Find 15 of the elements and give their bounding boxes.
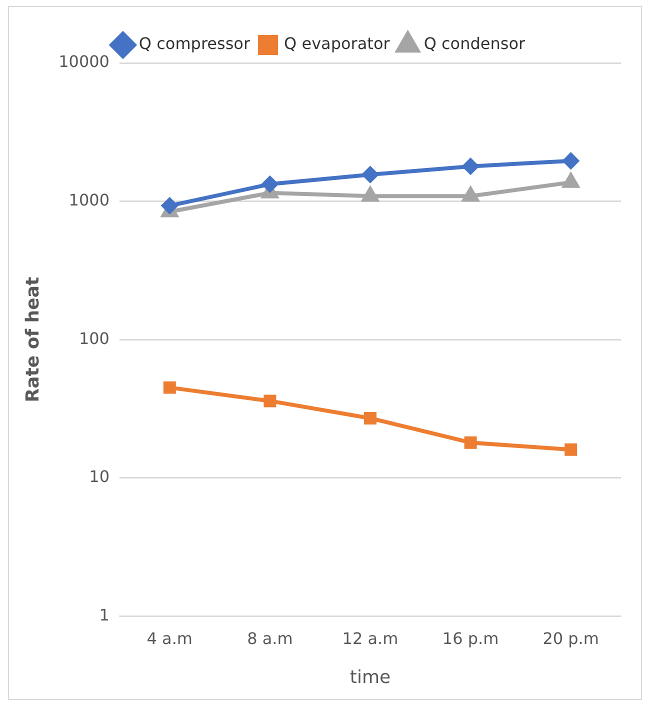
x-tick-label: 20 p.m	[542, 628, 599, 648]
y-tick-label: 10000	[58, 52, 110, 72]
y-tick-label: 1	[99, 605, 110, 624]
y-axis-title: Rate of heat	[22, 276, 44, 402]
y-tick-label: 100	[78, 328, 110, 348]
x-tick-label: 4 a.m	[146, 628, 193, 648]
legend-label: Q compressor	[138, 34, 250, 54]
x-tick-label: 16 p.m	[442, 628, 499, 648]
y-tick-label: 1000	[68, 190, 110, 210]
legend-label: Q evaporator	[284, 34, 390, 54]
x-axis-title: time	[350, 666, 391, 688]
x-tick-label: 12 a.m	[342, 628, 398, 648]
legend-label: Q condensor	[424, 34, 526, 54]
x-tick-label: 8 a.m	[247, 628, 293, 648]
y-tick-label: 10	[89, 467, 110, 486]
